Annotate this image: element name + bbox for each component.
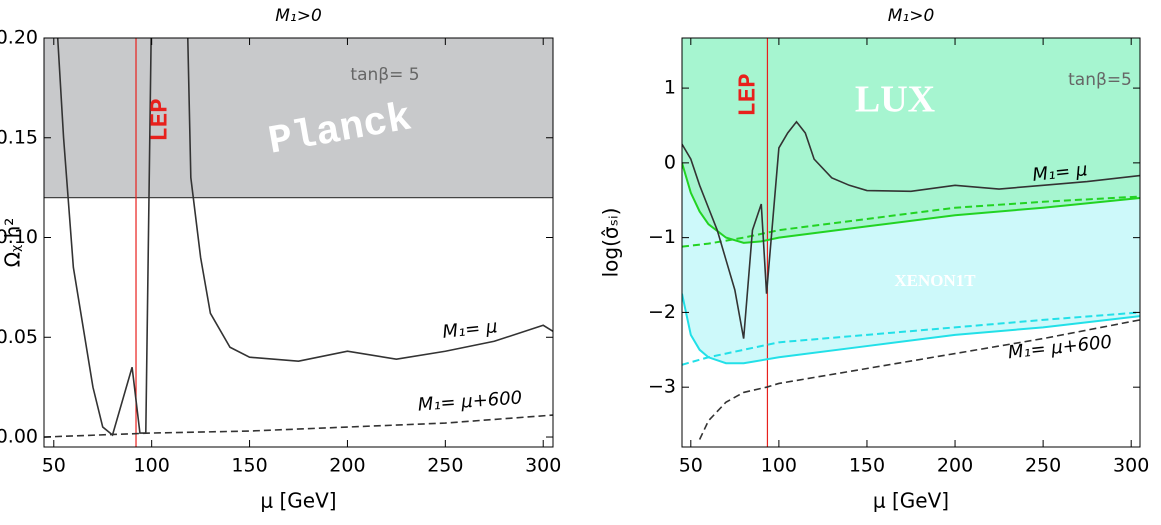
x-axis-label: μ [GeV] [873,489,949,513]
series-label: M₁= μ [441,316,498,343]
y-tick-label: −1 [648,226,676,248]
series-line [56,38,553,437]
lep-label: LEP [735,73,762,116]
series-label: M₁= μ+600 [417,387,523,415]
chart-title: M₁>0 [888,6,935,26]
x-axis-label: μ [GeV] [260,489,336,513]
x-tick-label: 300 [1113,455,1149,477]
region-label: XENON1T [894,271,976,290]
y-axis-label: Ωᵪ h² [1,218,25,268]
y-axis-label: log(σ̂ₛᵢ) [599,208,623,278]
series-label: M₁= μ+600 [1007,332,1113,364]
annotation: tanβ=5 [1068,70,1132,90]
x-tick-label: 100 [134,455,170,477]
x-tick-label: 300 [525,455,561,477]
x-tick-label: 150 [231,455,267,477]
y-tick-label: 1 [664,77,676,99]
y-tick-label: 0 [664,151,676,173]
y-tick-label: −3 [648,376,676,398]
plot-frame [681,37,1141,448]
band [44,38,553,198]
chart-title: M₁>0 [275,6,322,26]
y-tick-label: 0.10 [0,226,38,248]
x-tick-label: 150 [849,455,885,477]
x-tick-label: 250 [1025,455,1061,477]
x-tick-label: 250 [427,455,463,477]
plot-area [44,38,553,447]
plot-frame [43,37,554,448]
y-tick-label: −2 [648,301,676,323]
y-tick-label: 0.15 [0,126,38,148]
plot-area [682,38,1140,447]
y-tick-label: 0.00 [0,426,38,448]
series-line [682,120,1140,339]
x-tick-label: 200 [937,455,973,477]
series-line [698,319,1140,440]
y-tick-label: 0.05 [0,326,38,348]
series-line [682,311,1140,366]
x-tick-label: 200 [329,455,365,477]
y-tick-label: 0.20 [0,27,38,49]
x-tick-label: 50 [679,455,703,477]
lep-label: LEP [147,98,174,141]
annotation: tanβ= 5 [350,65,419,85]
x-tick-label: 50 [42,455,66,477]
series-line [682,162,1140,244]
region-fill [682,38,1140,243]
series-line [682,293,1140,365]
x-tick-label: 100 [761,455,797,477]
series-line [44,414,553,438]
region-label: LUX [855,79,935,121]
